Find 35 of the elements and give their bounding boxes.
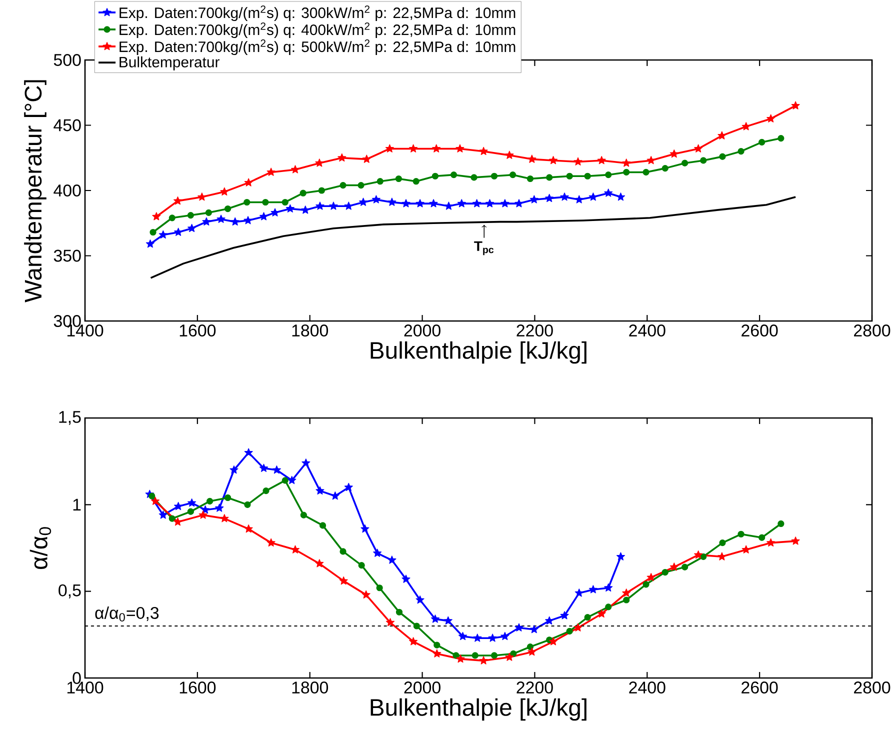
y-tick-label: 500 xyxy=(54,54,81,66)
x-tick-label: 1600 xyxy=(180,682,216,694)
x-tick-label: 1400 xyxy=(67,324,104,337)
x-tick-label: 2800 xyxy=(854,682,890,694)
x-tick-label: 1800 xyxy=(292,682,328,694)
x-tick-label: 2400 xyxy=(629,682,666,694)
y-axis-title: α/α$_{0}$ xyxy=(30,527,52,570)
legend-label: Exp. Daten:700kg/(m$^{2}$s) q: 500kW/m$^{2}$ p: 22,5MPa d: 10mm xyxy=(120,39,516,56)
y-tick-label: 400 xyxy=(54,184,81,196)
x-tick-label: 1800 xyxy=(292,324,328,337)
annotation: T$_{pc}$ xyxy=(474,241,494,256)
x-tick-label: 2600 xyxy=(742,324,778,337)
legend-label: Exp. Daten:700kg/(m$^{2}$s) q: 300kW/m$^{2}$ p: 22,5MPa d: 10mm xyxy=(120,5,516,22)
x-axis-title: Bulkenthalpie [kJ/kg] xyxy=(370,698,586,721)
x-tick-label: 2400 xyxy=(629,324,666,337)
x-tick-label: 2600 xyxy=(742,682,778,694)
y-tick-label: 0 xyxy=(72,672,81,684)
x-tick-label: 2000 xyxy=(404,324,440,337)
x-tick-label: 2200 xyxy=(516,682,553,694)
y-tick-label: 300 xyxy=(54,314,81,327)
y-axis-title: Wandtemperatur [°C] xyxy=(24,80,46,302)
x-axis-title: Bulkenthalpie [kJ/kg] xyxy=(370,341,586,364)
legend-label: Exp. Daten:700kg/(m$^{2}$s) q: 400kW/m$^{2}$ p: 22,5MPa d: 10mm xyxy=(120,22,516,38)
x-tick-label: 2000 xyxy=(404,682,440,694)
y-tick-label: 1,5 xyxy=(59,411,81,425)
y-tick-label: 350 xyxy=(54,250,81,262)
ref-line-label: α/α$_{0}$=0,3 xyxy=(95,606,159,622)
x-tick-label: 2200 xyxy=(516,324,553,337)
y-tick-label: 450 xyxy=(54,119,81,132)
x-tick-label: 2800 xyxy=(854,324,890,337)
x-tick-label: 1600 xyxy=(180,324,216,337)
x-tick-label: 1400 xyxy=(67,682,104,694)
y-tick-label: 1 xyxy=(73,498,81,510)
y-tick-label: 0,5 xyxy=(58,584,81,598)
legend-label: Bulktemperatur xyxy=(120,56,220,70)
